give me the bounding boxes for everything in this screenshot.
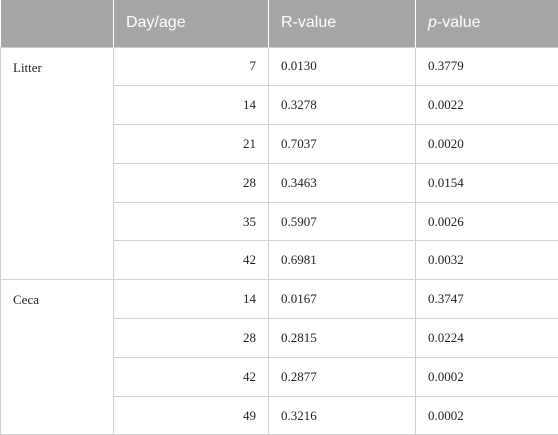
table-cell: 42 (113, 356, 269, 397)
table-cell: 0.3779 (415, 46, 558, 87)
table-cell: 35 (113, 201, 269, 242)
group-label: Litter (0, 46, 114, 281)
table-cell: 0.7037 (268, 124, 416, 164)
table-cell: 7 (113, 46, 269, 87)
table-row: 42 0.6981 0.0032 (1, 240, 558, 281)
table-cell: 0.3216 (268, 395, 416, 435)
table-cell: 0.0167 (268, 279, 416, 320)
table-cell: 0.0022 (415, 85, 558, 126)
table-cell: 0.0224 (415, 318, 558, 358)
table-row: 28 0.2815 0.0224 (1, 318, 558, 358)
header-cell (0, 0, 114, 47)
header-cell: Day/age (113, 0, 269, 47)
table-row: 35 0.5907 0.0026 (1, 201, 558, 242)
table-body: Litter 7 0.0130 0.3779 14 0.3278 0.0022 21 0.703… (0, 46, 558, 435)
table-cell: 0.0032 (415, 240, 558, 281)
group-label: Ceca (0, 279, 114, 435)
table-cell: 0.3463 (268, 162, 416, 203)
table-cell: 0.0002 (415, 356, 558, 397)
table-cell: 28 (113, 162, 269, 203)
table-row: Litter 7 0.0130 0.3779 (0, 46, 558, 281)
table-cell: 0.2815 (268, 318, 416, 358)
table-cell: 0.5907 (268, 201, 416, 242)
table-row: Ceca 14 0.0167 0.3747 (0, 279, 558, 435)
table-cell: 0.3747 (415, 279, 558, 320)
table-cell: 0.0154 (415, 162, 558, 203)
table-cell: 0.3278 (268, 85, 416, 126)
table-cell: 42 (113, 240, 269, 281)
header-cell: p-value (415, 0, 558, 47)
table-cell: 28 (113, 318, 269, 358)
table-cell: 0.0002 (415, 395, 558, 435)
table-cell: 0.6981 (268, 240, 416, 281)
table-row: 49 0.3216 0.0002 (1, 395, 558, 435)
table-row: 42 0.2877 0.0002 (1, 356, 558, 397)
table-cell: 0.2877 (268, 356, 416, 397)
table-cell: 14 (113, 85, 269, 126)
table-cell: 0.0026 (415, 201, 558, 242)
table-cell: 0.0020 (415, 124, 558, 164)
table-row: 28 0.3463 0.0154 (1, 162, 558, 203)
table-cell: 0.0130 (268, 46, 416, 87)
table-row: 21 0.7037 0.0020 (1, 124, 558, 164)
table-cell: 21 (113, 124, 269, 164)
table-cell: 14 (113, 279, 269, 320)
table-cell: 49 (113, 395, 269, 435)
header-row: Day/age R-value p-value (0, 0, 558, 47)
header-cell: R-value (268, 0, 416, 47)
